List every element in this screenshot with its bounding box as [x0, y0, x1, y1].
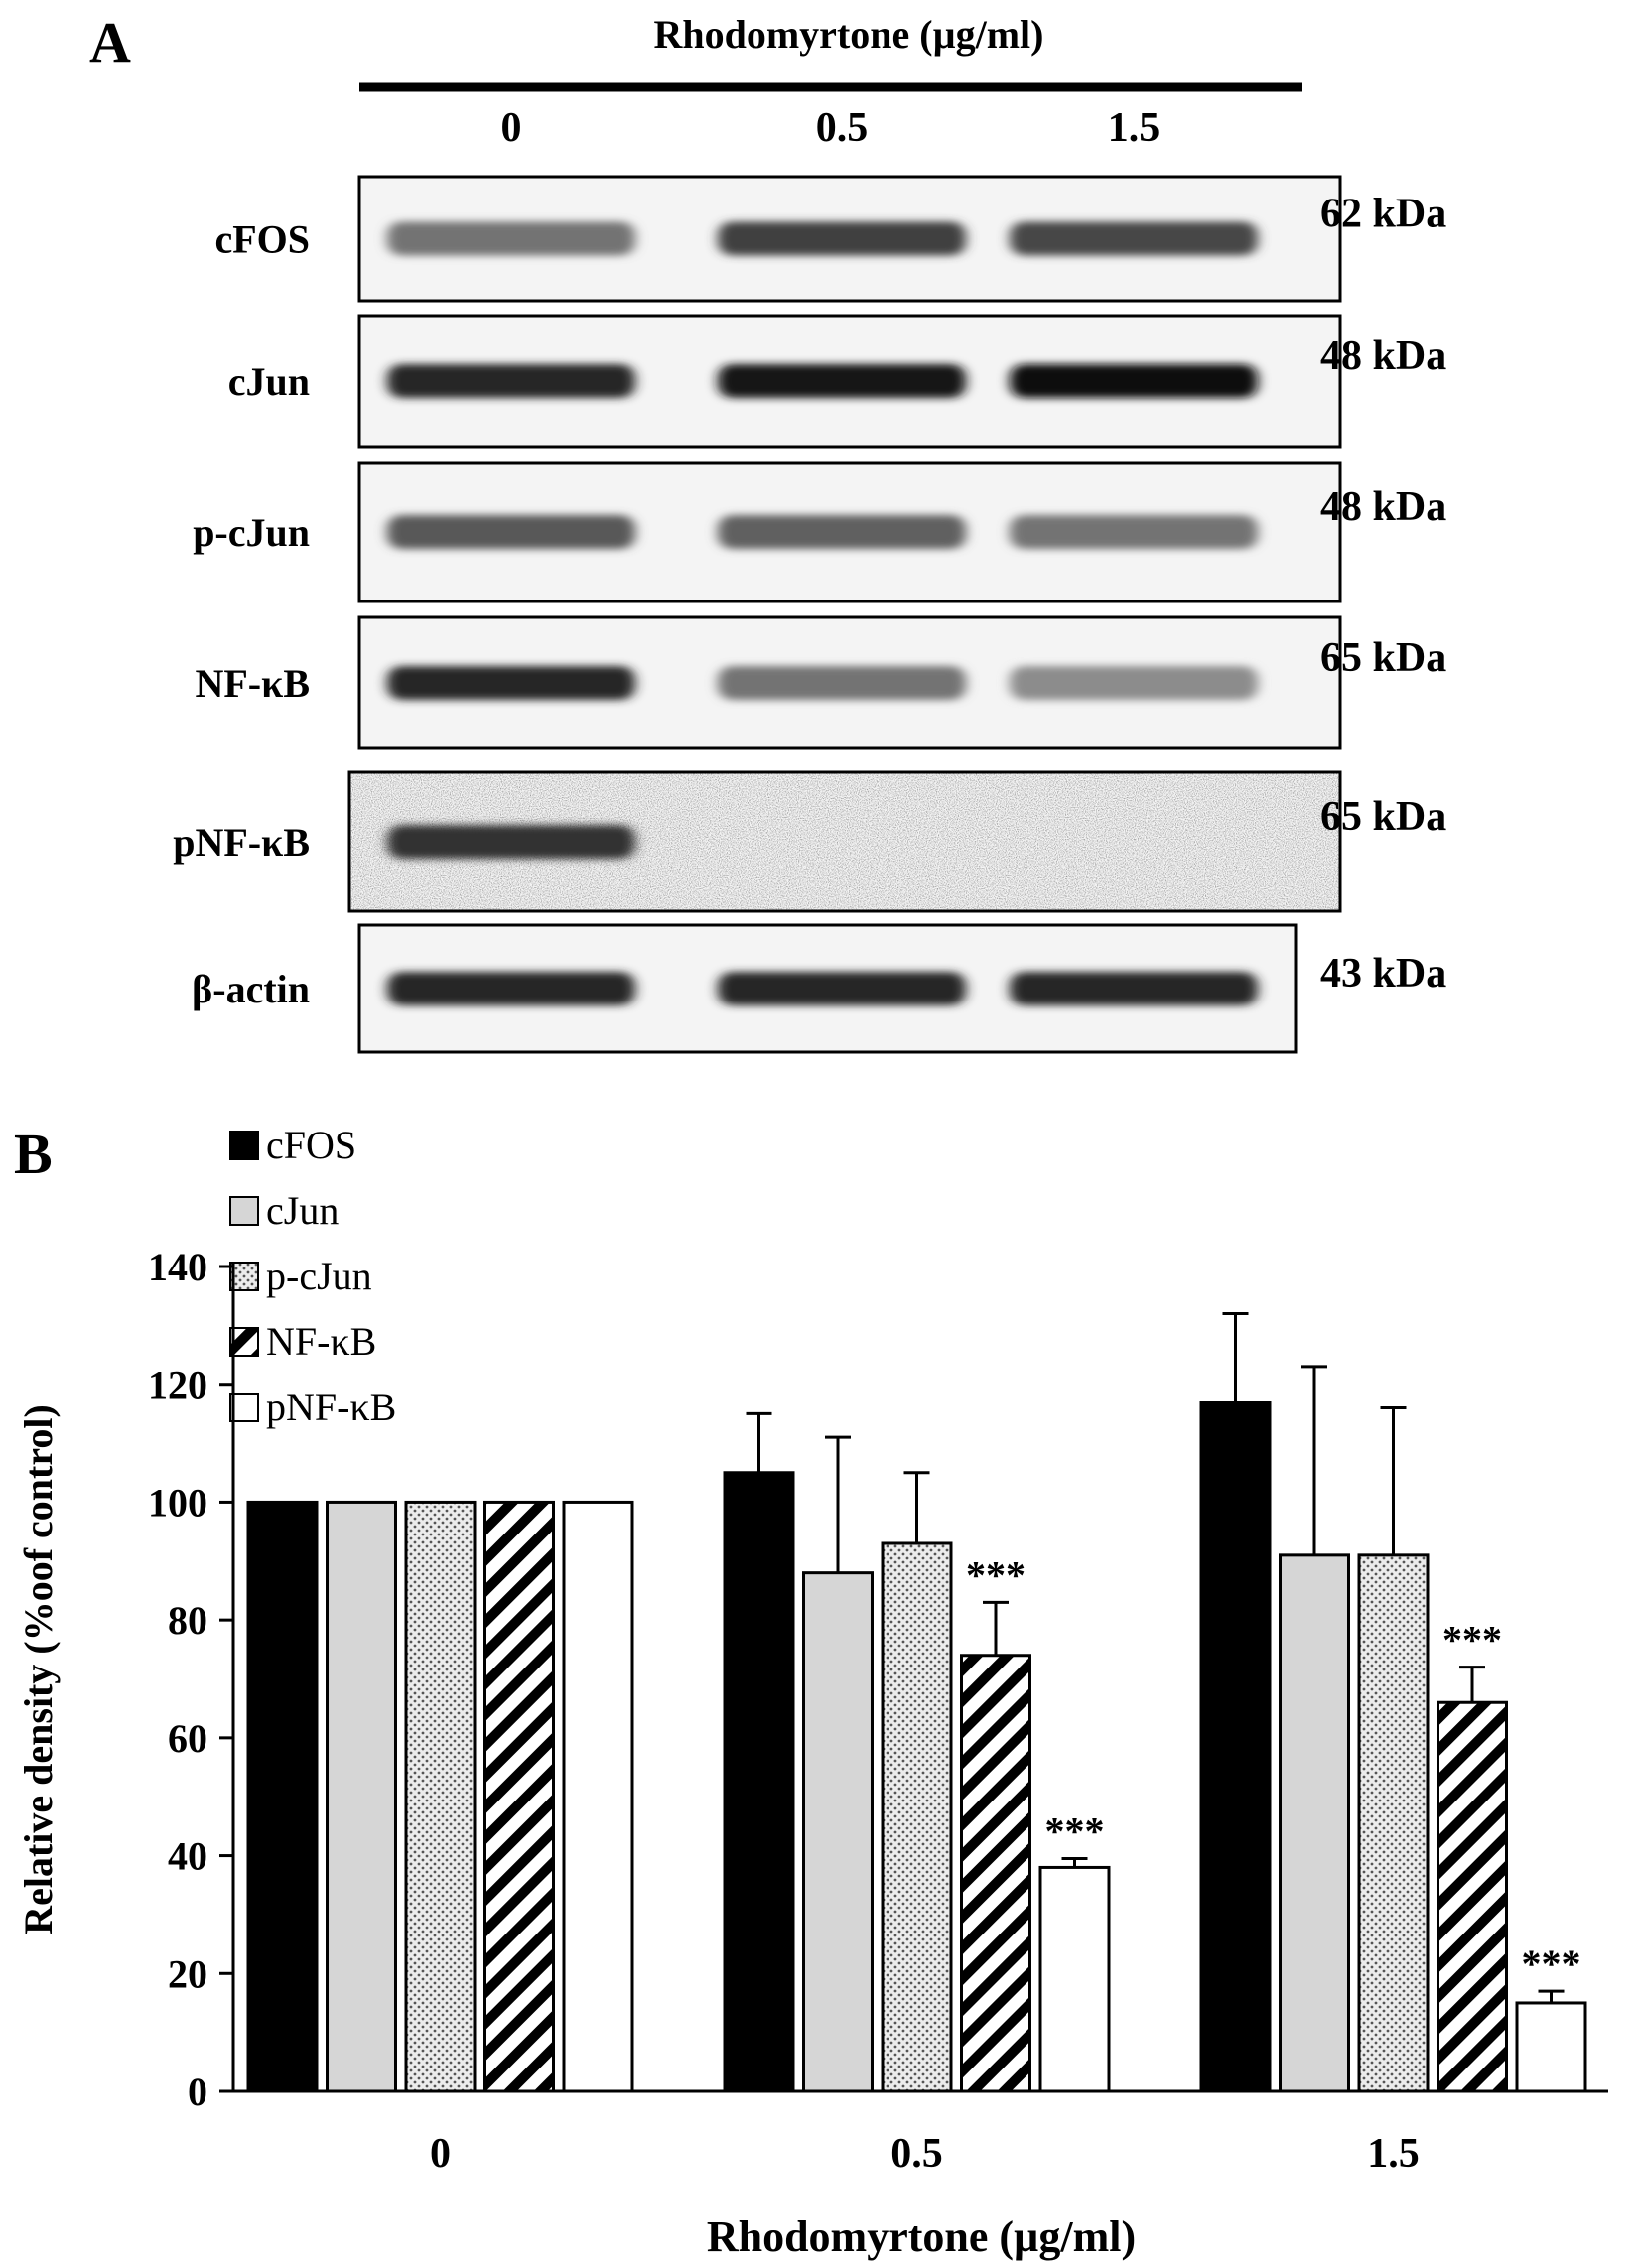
legend-label: cFOS — [266, 1123, 356, 1167]
blot-row-nf-b: NF-κB 65 kDa — [195, 615, 1446, 750]
dose-label-0: 0 — [501, 105, 522, 151]
significance-marker: *** — [966, 1552, 1026, 1597]
bar-nf-b-1-5 — [1437, 1700, 1508, 2093]
blot-band — [1010, 515, 1258, 549]
significance-marker: *** — [1045, 1809, 1105, 1854]
y-tick-label: 40 — [168, 1834, 207, 1879]
dose-label-0-5: 0.5 — [816, 105, 869, 151]
blot-band — [718, 364, 966, 398]
bar-cfos-0 — [246, 1500, 319, 2093]
bars: *** *** *** *** — [246, 1311, 1587, 2093]
legend-item-nf-b: NF-κB — [229, 1319, 376, 1364]
legend-item-p-cjun: p-cJun — [229, 1254, 372, 1298]
legend-swatch — [229, 1196, 259, 1226]
chart-legend: cFOS cJun p-cJun NF-κB pNF-κB — [229, 1123, 396, 1429]
dose-label-1-5: 1.5 — [1108, 105, 1161, 151]
blot-band — [1010, 972, 1258, 1005]
y-tick-label: 100 — [148, 1480, 207, 1525]
blot-band — [718, 666, 966, 700]
bar-pnf-b-0 — [562, 1500, 634, 2093]
y-tick-label: 0 — [188, 2069, 207, 2114]
x-tick-label: 1.5 — [1367, 2131, 1420, 2177]
legend-item-cjun: cJun — [229, 1188, 339, 1233]
blot-band — [387, 515, 635, 549]
legend-item-cfos: cFOS — [229, 1123, 356, 1167]
legend-item-pnf-b: pNF-κB — [229, 1385, 396, 1429]
x-axis-label: Rhodomyrtone (µg/ml) — [707, 2212, 1136, 2261]
y-tick-label: 120 — [148, 1363, 207, 1407]
bar-pnf-b-1-5 — [1515, 2001, 1587, 2093]
y-tick-label: 140 — [148, 1245, 207, 1289]
blot-protein-label: β-actin — [192, 967, 310, 1011]
blot-mw-label: 62 kDa — [1320, 192, 1446, 237]
blot-band — [718, 515, 966, 549]
blot-row-p-cjun: p-cJun 48 kDa — [193, 461, 1446, 603]
bar-p-cjun-0 — [404, 1500, 477, 2093]
y-tick-label: 60 — [168, 1716, 207, 1761]
significance-marker: *** — [1522, 1941, 1581, 1986]
blot-mw-label: 65 kDa — [1320, 794, 1446, 840]
blot-band — [1010, 221, 1258, 256]
legend-label: pNF-κB — [266, 1385, 396, 1429]
blot-protein-label: p-cJun — [193, 510, 310, 555]
legend-label: NF-κB — [266, 1319, 376, 1364]
bar-cjun-0 — [326, 1500, 397, 2093]
bar-nf-b-0 — [483, 1500, 555, 2093]
blot-band — [387, 825, 635, 859]
bar-cjun-0-5 — [802, 1571, 874, 2093]
legend-swatch — [229, 1131, 259, 1160]
legend-swatch — [229, 1393, 259, 1422]
panel-a-western-blot: A Rhodomyrtone (µg/ml) 0 0.5 1.5 cFOS 62 kD… — [89, 10, 1446, 1054]
panel-a-label: A — [89, 10, 131, 74]
legend-swatch — [229, 1262, 259, 1291]
panel-b-bar-chart: B cFOS cJun p-cJun NF-κB pNF-κB 0 20 40 60 80 100… — [14, 1122, 1608, 2261]
blot-band — [718, 221, 966, 256]
bar-cjun-1-5 — [1279, 1553, 1350, 2093]
legend-label: cJun — [266, 1188, 339, 1233]
bar-p-cjun-1-5 — [1357, 1553, 1430, 2093]
blot-row-actin: β-actin 43 kDa — [192, 923, 1446, 1054]
significance-marker: *** — [1442, 1618, 1502, 1663]
blot-protein-label: NF-κB — [195, 661, 310, 706]
blot-mw-label: 43 kDa — [1320, 951, 1446, 997]
bar-nf-b-0-5 — [960, 1654, 1031, 2093]
blot-mw-label: 48 kDa — [1320, 484, 1446, 530]
y-axis-label: Relative density (%oof control) — [16, 1404, 61, 1934]
blot-band — [1010, 364, 1258, 398]
y-axis: 0 20 40 60 80 100 120 140 — [148, 1245, 235, 2114]
blot-band — [387, 972, 635, 1005]
panel-b-label: B — [14, 1122, 53, 1186]
blot-row-pnf-b: pNF-κB 65 kDa — [173, 770, 1446, 913]
panel-a-treatment-label: Rhodomyrtone (µg/ml) — [653, 12, 1043, 57]
blot-protein-label: cFOS — [214, 217, 310, 262]
blot-mw-label: 48 kDa — [1320, 334, 1446, 379]
blot-mw-label: 65 kDa — [1320, 635, 1446, 681]
y-tick-label: 20 — [168, 1951, 207, 1996]
blot-band — [387, 666, 635, 700]
blot-protein-label: cJun — [228, 359, 310, 404]
bar-cfos-1-5 — [1199, 1401, 1272, 2093]
blot-row-cfos: cFOS 62 kDa — [214, 175, 1446, 303]
x-tick-label: 0 — [430, 2131, 451, 2177]
legend-label: p-cJun — [266, 1254, 372, 1298]
y-tick-label: 80 — [168, 1598, 207, 1643]
legend-swatch — [229, 1327, 259, 1357]
blot-band — [387, 364, 635, 398]
blot-band — [1010, 666, 1258, 700]
bar-pnf-b-0-5 — [1038, 1865, 1111, 2093]
x-tick-label: 0.5 — [890, 2131, 943, 2177]
panel-a-dose-labels: 0 0.5 1.5 — [501, 105, 1161, 151]
blot-protein-label: pNF-κB — [173, 820, 310, 865]
bar-p-cjun-0-5 — [881, 1541, 953, 2093]
panel-a-blots: cFOS 62 kDa cJun 48 kDa p-cJun 48 kDa NF-κB 65 … — [173, 175, 1446, 1054]
blot-band — [387, 221, 635, 256]
blot-row-cjun: cJun 48 kDa — [228, 314, 1446, 449]
x-axis: 0 0.5 1.5 — [233, 2089, 1608, 2177]
bar-cfos-0-5 — [723, 1471, 795, 2093]
blot-band — [718, 972, 966, 1005]
